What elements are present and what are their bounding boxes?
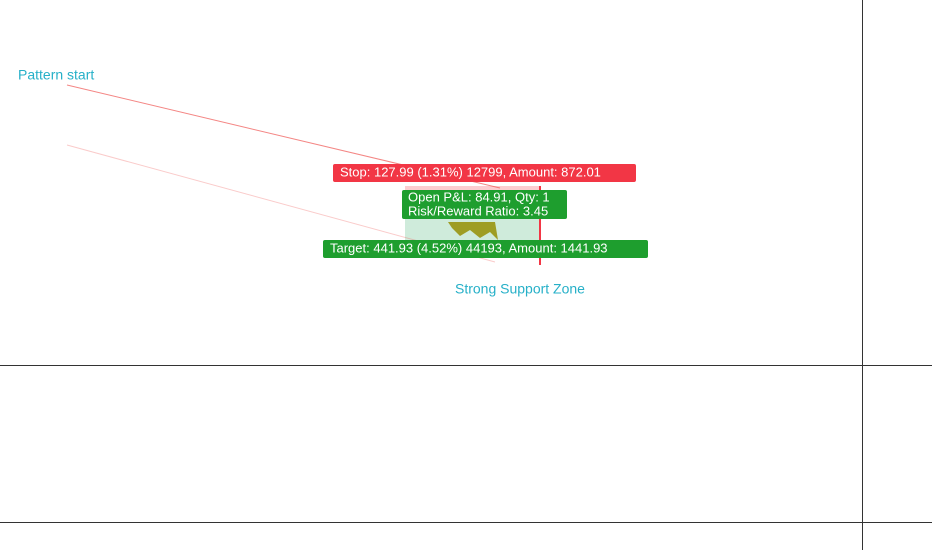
- target-box: [323, 240, 648, 258]
- support-label: Strong Support Zone: [455, 281, 585, 297]
- target-text: Target: 441.93 (4.52%) 44193, Amount: 14…: [330, 240, 608, 255]
- stop-box: [333, 164, 636, 182]
- pnl-text: Open P&L: 84.91, Qty: 1: [408, 189, 550, 204]
- pattern-label: Pattern start: [18, 67, 94, 83]
- rr-text: Risk/Reward Ratio: 3.45: [408, 203, 548, 218]
- stop-text: Stop: 127.99 (1.31%) 12799, Amount: 872.…: [340, 164, 601, 179]
- projection: [448, 222, 498, 240]
- pnl-box: [402, 190, 567, 219]
